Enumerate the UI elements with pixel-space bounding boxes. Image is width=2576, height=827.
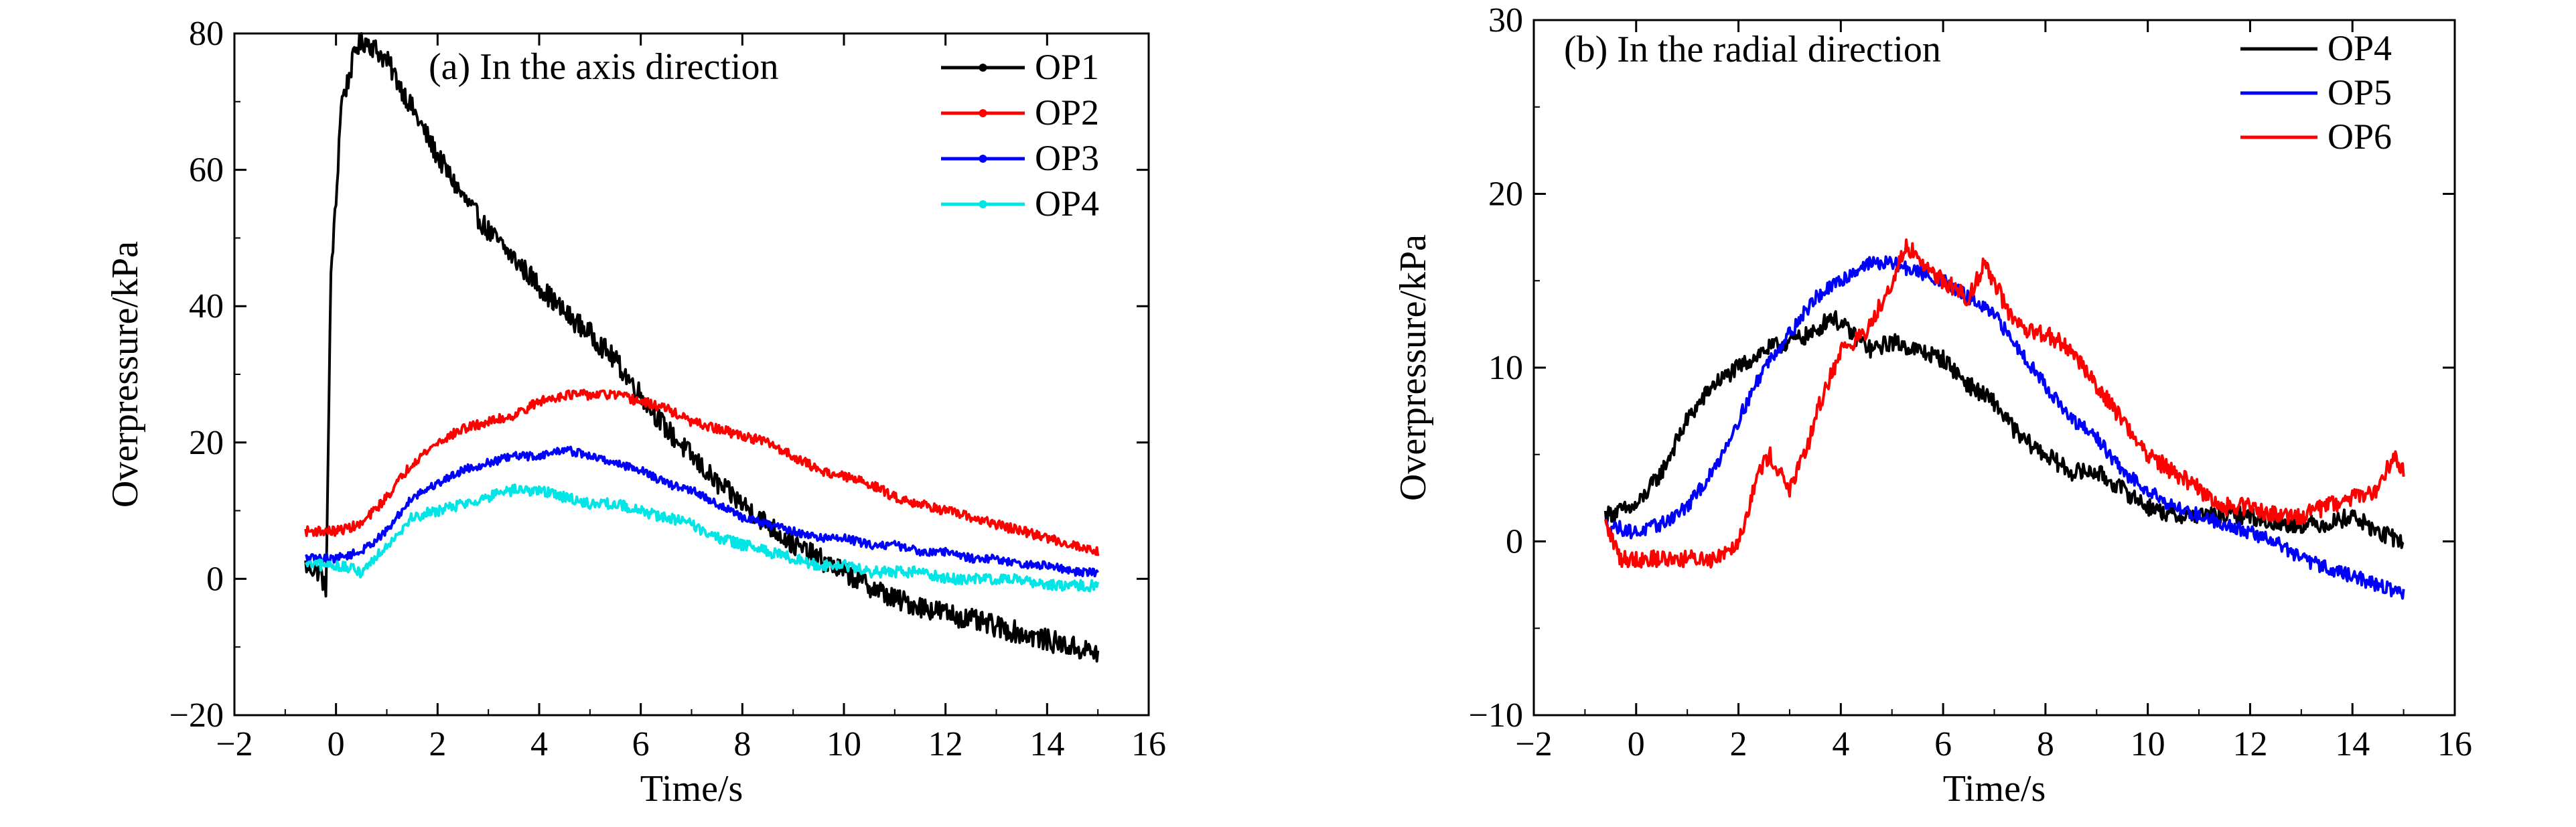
y-tick-label: 80: [189, 15, 224, 53]
legend-label-op2: OP2: [1035, 92, 1099, 133]
x-tick-label: −2: [216, 725, 253, 763]
series-line-op4: [304, 483, 1100, 593]
x-tick-label: 10: [827, 725, 861, 763]
x-tick-label: 6: [1934, 725, 1952, 763]
legend-label-op1: OP1: [1035, 47, 1099, 87]
panel-title: (a) In the axis direction: [429, 46, 778, 88]
series-line-op2: [304, 388, 1100, 556]
series-line-op1: [304, 32, 1100, 663]
x-tick-label: −2: [1515, 725, 1552, 763]
legend-label-op4: OP4: [1035, 183, 1099, 224]
y-tick-label: 20: [189, 424, 224, 462]
x-tick-label: 14: [2335, 725, 2370, 763]
y-tick-label: 10: [1488, 349, 1523, 387]
x-tick-label: 4: [530, 725, 548, 763]
y-axis-title: Overpressure/kPa: [1392, 234, 1434, 501]
chart-panel-axis-direction: −2 0 2 4 6 8 10 12 14 16−20020406080Time/sOverpre…: [104, 15, 1166, 810]
x-axis-title: Time/s: [640, 768, 743, 810]
legend-label-op6: OP6: [2328, 117, 2392, 157]
series-line-op6: [1603, 238, 2405, 569]
chart-panel-radial-direction: −2 0 2 4 6 8 10 12 14 16 −10 0 10 20 30 Time/s Overpress…: [1392, 1, 2472, 810]
x-tick-label: 8: [733, 725, 751, 763]
x-tick-label: 10: [2131, 725, 2165, 763]
legend-marker-op1: [979, 64, 987, 72]
legend-marker-op2: [979, 109, 987, 117]
x-tick-label: 2: [1730, 725, 1747, 763]
x-tick-label: 14: [1029, 725, 1064, 763]
legend-label-op3: OP3: [1035, 138, 1099, 178]
legend-marker-op4: [979, 200, 987, 208]
y-tick-label: 30: [1488, 1, 1523, 40]
y-axis-title: Overpressure/kPa: [104, 241, 146, 508]
legend-label-op4: OP4: [2328, 28, 2392, 68]
legend-label-op5: OP5: [2328, 72, 2392, 112]
y-tick-label: 20: [1488, 175, 1523, 214]
x-tick-label: 12: [928, 725, 963, 763]
x-tick-label: 0: [1628, 725, 1645, 763]
y-tick-label: 0: [206, 560, 224, 598]
x-tick-label: 2: [429, 725, 446, 763]
y-tick-label: 60: [189, 151, 224, 190]
series-line-op3: [305, 445, 1099, 578]
y-tick-label: −10: [1469, 696, 1523, 735]
x-axis-title: Time/s: [1943, 768, 2046, 810]
x-tick-label: 8: [2037, 725, 2054, 763]
panel-title: (b) In the radial direction: [1564, 29, 1941, 70]
y-tick-label: 40: [189, 287, 224, 325]
x-tick-label: 0: [328, 725, 345, 763]
y-tick-label: 0: [1506, 523, 1523, 561]
x-tick-label: 6: [632, 725, 650, 763]
y-tick-label: −20: [169, 696, 224, 735]
x-tick-label: 4: [1832, 725, 1849, 763]
x-tick-label: 12: [2232, 725, 2267, 763]
legend-marker-op3: [979, 155, 987, 163]
x-tick-label: 16: [2437, 725, 2472, 763]
series-line-op5: [1605, 255, 2405, 600]
x-tick-label: 16: [1131, 725, 1166, 763]
